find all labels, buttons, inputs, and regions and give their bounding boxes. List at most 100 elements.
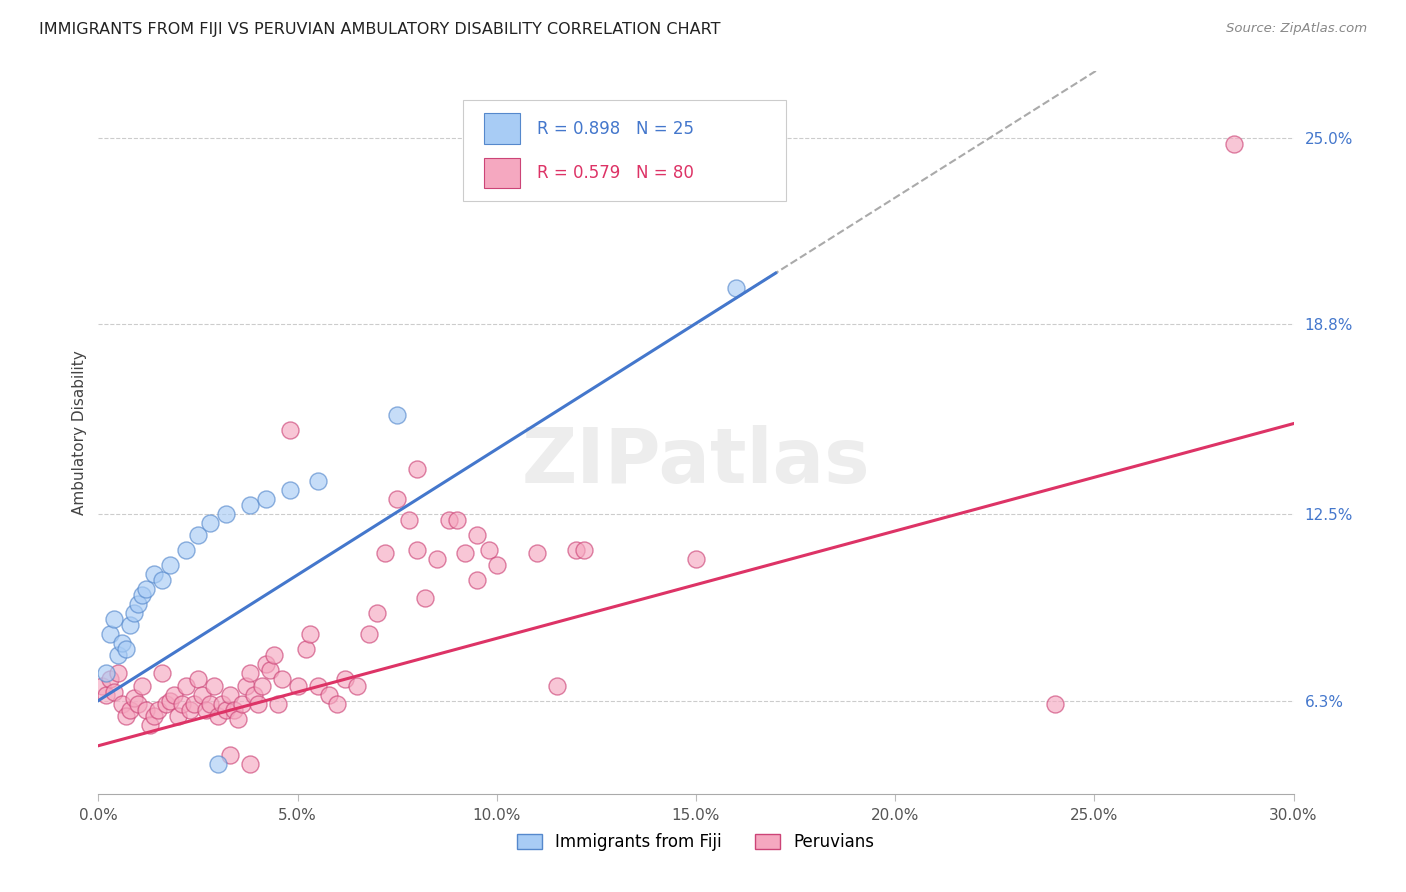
Point — [335, 673, 357, 687]
Point — [96, 666, 118, 681]
Point — [724, 281, 747, 295]
Point — [243, 688, 266, 702]
Point — [546, 678, 568, 692]
Point — [124, 690, 146, 705]
Point — [120, 618, 142, 632]
Text: IMMIGRANTS FROM FIJI VS PERUVIAN AMBULATORY DISABILITY CORRELATION CHART: IMMIGRANTS FROM FIJI VS PERUVIAN AMBULAT… — [39, 22, 721, 37]
Point — [239, 666, 262, 681]
Point — [246, 697, 269, 711]
Point — [478, 543, 501, 558]
Point — [198, 516, 221, 530]
Point — [211, 697, 233, 711]
Point — [294, 642, 316, 657]
Point — [107, 666, 129, 681]
Point — [150, 666, 173, 681]
Point — [565, 543, 588, 558]
Point — [159, 693, 181, 707]
Point — [398, 513, 420, 527]
Text: ZIPatlas: ZIPatlas — [522, 425, 870, 499]
FancyBboxPatch shape — [485, 113, 520, 144]
Point — [143, 567, 166, 582]
Point — [107, 648, 129, 663]
Point — [219, 747, 242, 762]
FancyBboxPatch shape — [485, 158, 520, 188]
Point — [454, 546, 477, 560]
Point — [103, 612, 125, 626]
Point — [148, 703, 170, 717]
Point — [1043, 697, 1066, 711]
Point — [254, 491, 277, 506]
Point — [239, 498, 262, 512]
Point — [307, 678, 329, 692]
Point — [174, 543, 197, 558]
Point — [127, 597, 149, 611]
Point — [239, 756, 262, 771]
Point — [222, 703, 245, 717]
Point — [485, 558, 508, 573]
Point — [91, 678, 114, 692]
Legend: Immigrants from Fiji, Peruvians: Immigrants from Fiji, Peruvians — [510, 827, 882, 858]
Point — [139, 717, 162, 731]
Point — [366, 607, 388, 621]
Point — [155, 697, 177, 711]
Point — [98, 627, 122, 641]
Point — [318, 688, 340, 702]
Point — [250, 678, 273, 692]
Y-axis label: Ambulatory Disability: Ambulatory Disability — [72, 351, 87, 515]
Point — [437, 513, 460, 527]
Point — [231, 697, 253, 711]
Point — [124, 607, 146, 621]
Point — [207, 708, 229, 723]
Point — [426, 552, 449, 566]
Point — [278, 483, 301, 497]
Point — [574, 543, 596, 558]
Point — [259, 664, 281, 678]
Point — [465, 573, 488, 587]
Point — [103, 684, 125, 698]
Point — [174, 678, 197, 692]
Point — [685, 552, 707, 566]
Point — [413, 591, 436, 606]
Point — [215, 703, 238, 717]
Point — [198, 697, 221, 711]
Point — [307, 474, 329, 488]
Point — [135, 703, 157, 717]
Point — [172, 697, 194, 711]
Point — [120, 703, 142, 717]
Point — [115, 708, 138, 723]
Point — [406, 462, 429, 476]
Text: Source: ZipAtlas.com: Source: ZipAtlas.com — [1226, 22, 1367, 36]
Point — [202, 678, 225, 692]
Point — [167, 708, 190, 723]
Point — [215, 507, 238, 521]
Text: R = 0.898   N = 25: R = 0.898 N = 25 — [537, 120, 695, 137]
Text: R = 0.579   N = 80: R = 0.579 N = 80 — [537, 164, 695, 182]
Point — [115, 642, 138, 657]
Point — [127, 697, 149, 711]
Point — [191, 688, 214, 702]
Point — [1223, 136, 1246, 151]
Point — [526, 546, 548, 560]
Point — [235, 678, 257, 692]
Point — [111, 636, 134, 650]
Point — [163, 688, 186, 702]
Point — [346, 678, 368, 692]
Point — [298, 627, 321, 641]
Point — [287, 678, 309, 692]
Point — [267, 697, 290, 711]
Point — [143, 708, 166, 723]
Point — [111, 697, 134, 711]
Point — [187, 528, 209, 542]
Point — [254, 657, 277, 672]
Point — [131, 678, 153, 692]
Point — [150, 573, 173, 587]
Point — [219, 688, 242, 702]
Point — [226, 712, 249, 726]
Point — [179, 703, 201, 717]
FancyBboxPatch shape — [463, 100, 786, 202]
Point — [374, 546, 396, 560]
Point — [270, 673, 292, 687]
Point — [207, 756, 229, 771]
Point — [159, 558, 181, 573]
Point — [406, 543, 429, 558]
